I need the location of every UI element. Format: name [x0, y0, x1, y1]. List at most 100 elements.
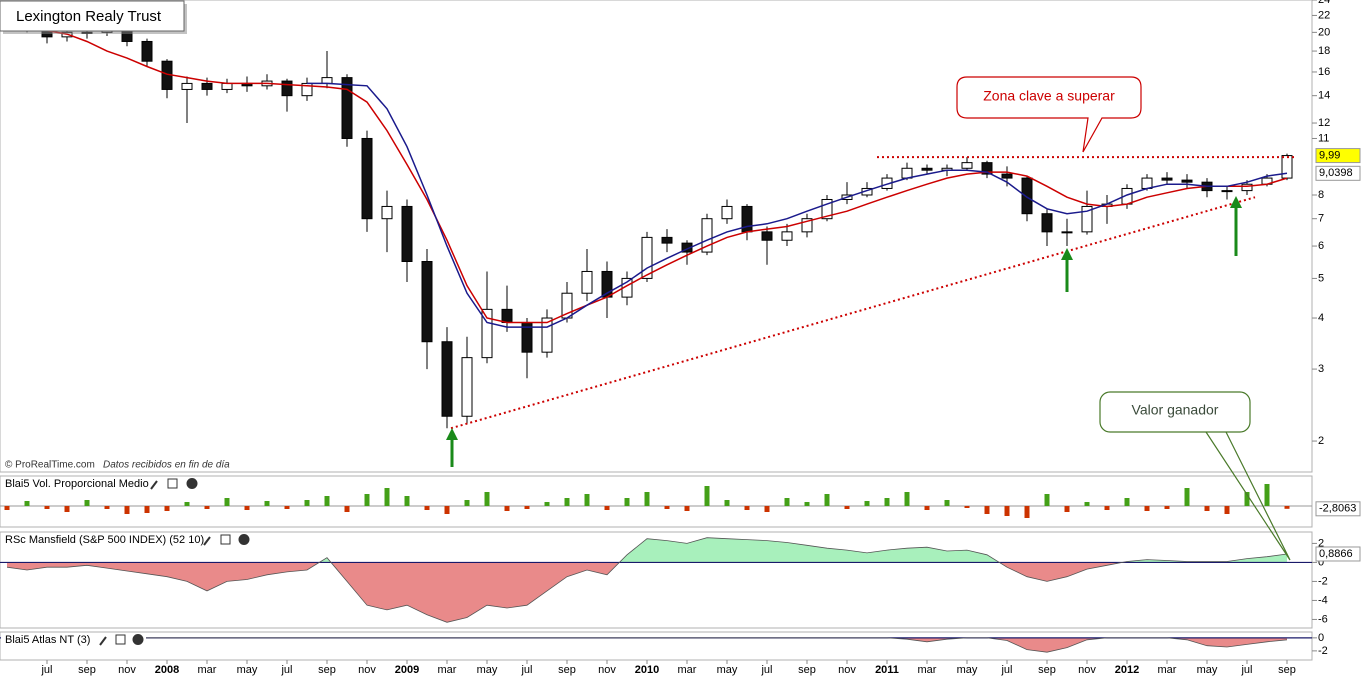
- candle-body: [281, 80, 293, 97]
- bar: [144, 506, 150, 513]
- candle-body: [721, 205, 733, 220]
- candle-body: [1061, 231, 1073, 234]
- bar: [984, 506, 990, 514]
- panel-icons[interactable]: [99, 634, 144, 646]
- bar: [524, 506, 530, 509]
- y-tick-label: -6: [1318, 613, 1328, 625]
- candle-body: [141, 40, 153, 62]
- candle-body: [761, 231, 773, 241]
- candle-body: [1021, 177, 1033, 215]
- panel-icons[interactable]: [203, 534, 250, 546]
- y-tick-label: 2: [1318, 435, 1324, 447]
- bar: [704, 486, 710, 506]
- header-bg: [1, 633, 146, 646]
- candle-body: [541, 317, 553, 353]
- source-note: Datos recibidos en fin de día: [103, 460, 230, 471]
- y-tick-label: 8: [1318, 189, 1324, 201]
- candle-body: [801, 218, 813, 233]
- x-tick-label: mar: [438, 664, 457, 676]
- candle-body: [1161, 177, 1173, 181]
- candle-body: [181, 82, 193, 90]
- value-tag-bg: [1315, 546, 1361, 562]
- bar: [184, 502, 190, 506]
- bar: [1064, 506, 1070, 512]
- x-tick-label: may: [717, 664, 738, 676]
- candle-body: [581, 270, 593, 294]
- y-tick-label: 3: [1318, 363, 1324, 375]
- bar: [84, 500, 90, 506]
- x-tick-label: nov: [118, 664, 136, 676]
- source: © ProRealTime.com: [5, 460, 95, 471]
- bar: [444, 506, 450, 514]
- candle-body: [901, 167, 913, 179]
- y-tick-label: 4: [1318, 312, 1324, 324]
- candle-body: [1081, 205, 1093, 233]
- bar: [724, 500, 730, 506]
- candle-body: [341, 77, 353, 139]
- x-tick-label: jul: [40, 664, 52, 676]
- bar: [224, 498, 230, 506]
- y-tick-label: 5: [1318, 272, 1324, 284]
- candle-body: [421, 261, 433, 343]
- candle-body: [1281, 155, 1293, 179]
- bar: [124, 506, 130, 514]
- candle-body: [981, 162, 993, 175]
- x-tick-label: mar: [1158, 664, 1177, 676]
- candle-body: [381, 205, 393, 220]
- x-tick-label: sep: [318, 664, 336, 676]
- bar: [1144, 506, 1150, 511]
- x-tick-label: sep: [798, 664, 816, 676]
- candle-body: [1241, 183, 1253, 192]
- bar: [804, 502, 810, 506]
- bar: [1004, 506, 1010, 516]
- y-tick-label: -2: [1318, 575, 1328, 587]
- candle-body: [641, 236, 653, 279]
- candle-body: [361, 137, 373, 220]
- value-tag: -2,8063: [1319, 503, 1356, 515]
- indicator-line: [6, 537, 1288, 623]
- bar: [464, 500, 470, 506]
- candle-body: [501, 308, 513, 324]
- bar: [24, 501, 30, 506]
- title-box: [0, 0, 185, 32]
- candle-body: [481, 308, 493, 359]
- y-tick-label: 18: [1318, 45, 1330, 57]
- x-tick-label: jul: [1240, 664, 1252, 676]
- y-tick-label: -2: [1318, 645, 1328, 657]
- bar: [1024, 506, 1030, 518]
- bar: [1124, 498, 1130, 506]
- bar: [604, 506, 610, 510]
- bar: [824, 494, 830, 506]
- x-tick-label: nov: [358, 664, 376, 676]
- x-tick-label: 2010: [635, 664, 659, 676]
- x-tick-label: mar: [918, 664, 937, 676]
- bar: [284, 506, 290, 509]
- x-tick-label: nov: [598, 664, 616, 676]
- bar: [964, 506, 970, 508]
- x-tick-label: sep: [1038, 664, 1056, 676]
- area-negative: [7, 637, 1287, 653]
- panel-icons[interactable]: [150, 478, 198, 490]
- candle-body: [441, 341, 453, 417]
- candle-body: [221, 82, 233, 90]
- value-tag-bg: [1315, 501, 1361, 517]
- bar: [544, 502, 550, 506]
- bar: [684, 506, 690, 511]
- bar: [244, 506, 250, 510]
- y-tick-label: 24: [1318, 0, 1330, 6]
- bar: [484, 492, 490, 506]
- x-tick-label: may: [1197, 664, 1218, 676]
- bar: [624, 498, 630, 506]
- bar: [644, 492, 650, 506]
- candle-body: [201, 82, 213, 90]
- bar: [764, 506, 770, 512]
- area-negative: [7, 562, 1287, 623]
- bar: [1224, 506, 1230, 514]
- moving-average: [6, 22, 1288, 324]
- bar: [1044, 494, 1050, 506]
- value-tag: 0,8866: [1319, 548, 1353, 560]
- bar: [164, 506, 170, 511]
- candle-body: [1001, 173, 1013, 179]
- bar: [924, 506, 930, 510]
- y-tick-label: 12: [1318, 117, 1330, 129]
